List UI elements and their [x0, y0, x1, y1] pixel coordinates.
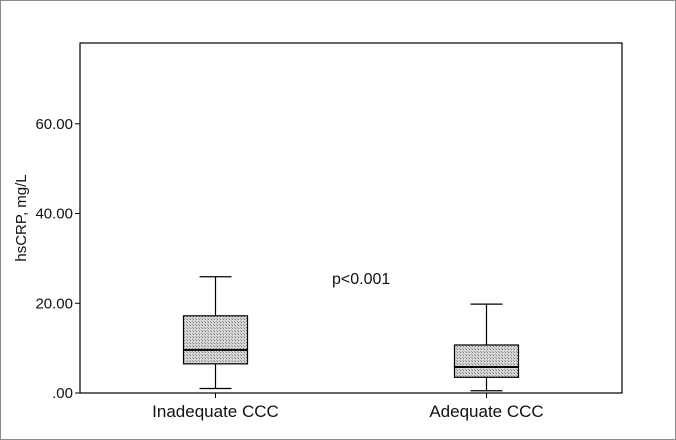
iqr-box — [453, 344, 520, 378]
y-tick-label: 40.00 — [35, 206, 73, 223]
y-tick-label: 60.00 — [35, 116, 73, 133]
p-value-annotation: p<0.001 — [332, 271, 390, 288]
x-axis: Inadequate CCC Adequate CCC — [152, 393, 544, 421]
boxes — [182, 276, 520, 392]
x-category-label: Adequate CCC — [429, 402, 543, 421]
y-tick-label: .00 — [52, 385, 73, 402]
y-axis: .00 20.00 40.00 60.00 — [35, 116, 80, 402]
y-axis-title: hsCRP, mg/L — [13, 174, 30, 261]
plot-area — [79, 42, 623, 394]
x-category-label: Inadequate CCC — [152, 402, 279, 421]
y-tick-label: 20.00 — [35, 295, 73, 312]
iqr-box — [182, 315, 249, 365]
